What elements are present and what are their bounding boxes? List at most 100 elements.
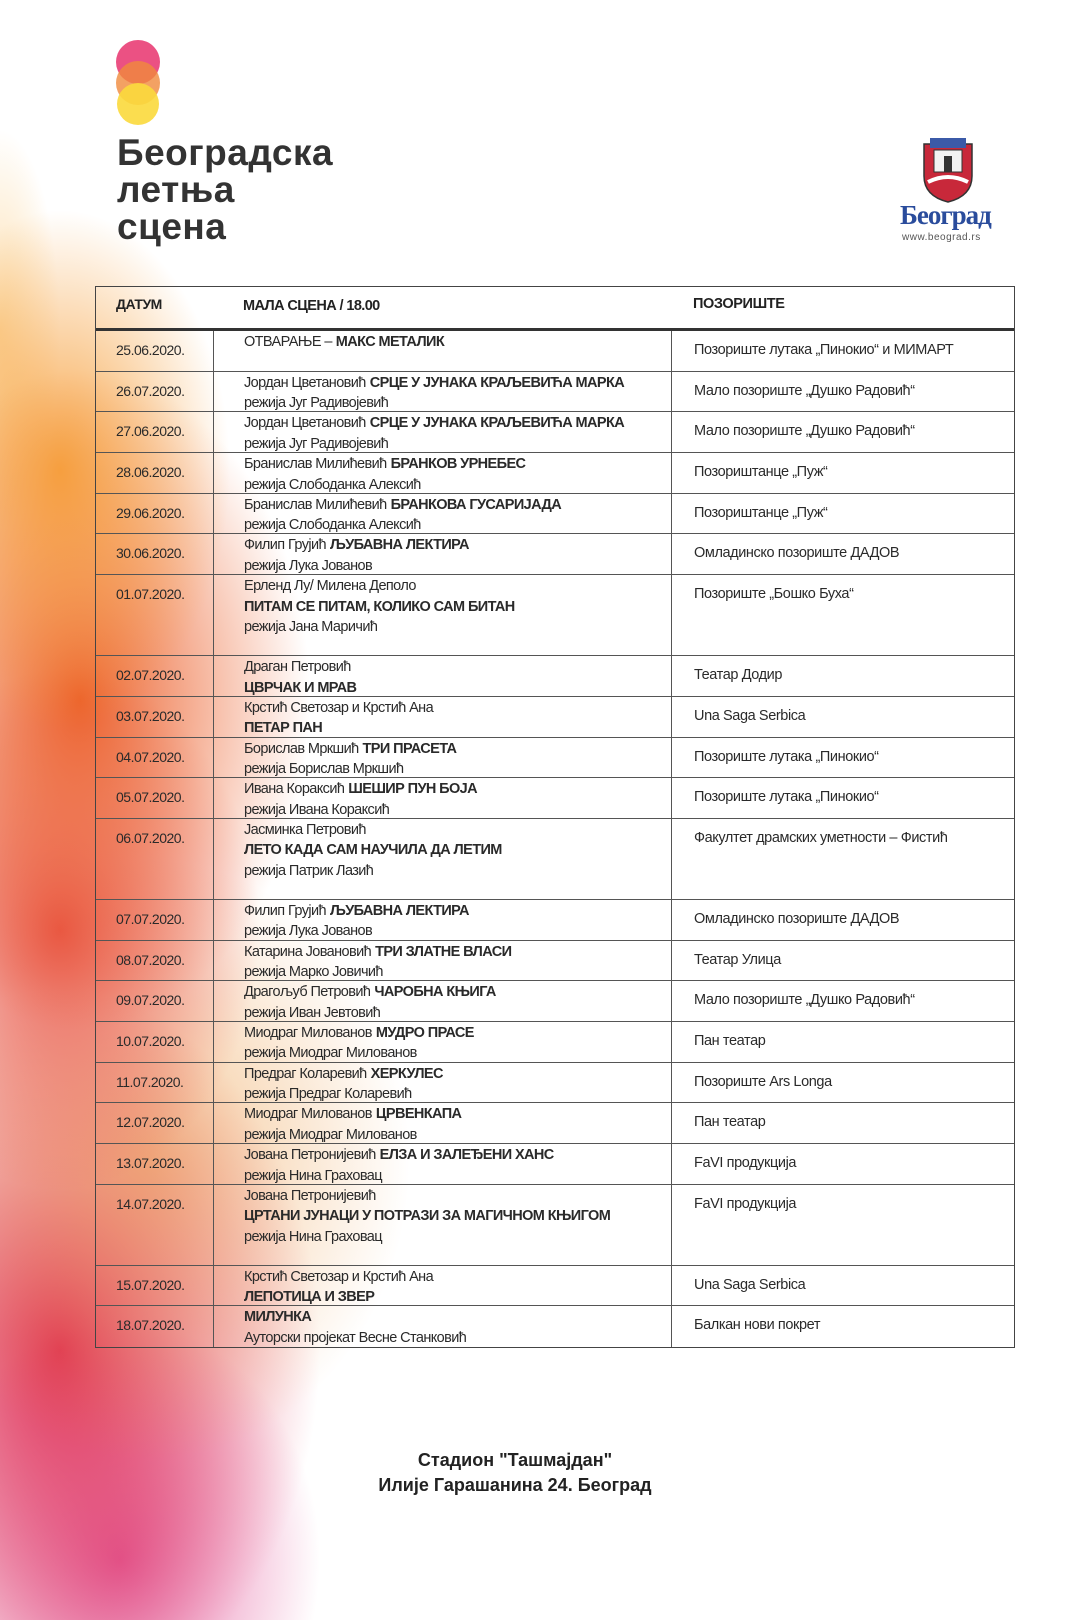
footer: Стадион "Ташмајдан" Илије Гарашанина 24.… bbox=[0, 1448, 1030, 1498]
program-line: ОТВАРАЊЕ – МАКС МЕТАЛИК bbox=[244, 332, 671, 353]
program-cell: Драгољуб Петровић ЧАРОБНА КЊИГА режија Ива… bbox=[213, 981, 671, 1021]
play-title: ПИТАМ СЕ ПИТАМ, КОЛИКО САМ БИТАН bbox=[244, 598, 515, 615]
date-cell: 10.07.2020. bbox=[116, 1032, 185, 1049]
program-line: режија Миодраг Милованов bbox=[244, 1043, 671, 1064]
theater-cell: Пан театар bbox=[671, 1021, 1014, 1062]
program-cell: Крстић Светозар и Крстић Ана ПЕТАР ПАН bbox=[213, 696, 671, 739]
date-cell: 14.07.2020. bbox=[116, 1195, 185, 1212]
table-row: 09.07.2020. Драгољуб Петровић ЧАРОБНА КЊИГ… bbox=[96, 981, 1014, 1022]
program-line: режија Југ Радивојевић bbox=[244, 434, 671, 455]
play-title: СРЦЕ У ЈУНАКА КРАЉЕВИЋА МАРКА bbox=[369, 415, 625, 432]
program-cell: Јована Петронијевић ЦРТАНИ ЈУНАЦИ У ПОТРА… bbox=[213, 1184, 671, 1265]
program-line: режија Нина Граховац bbox=[244, 1227, 671, 1248]
play-title: ЦРВЕНКАПА bbox=[375, 1106, 462, 1123]
program-line: Предраг Коларевић ХЕРКУЛЕС bbox=[244, 1064, 671, 1085]
credit-text: режија Југ Радивојевић bbox=[244, 435, 389, 452]
program-line: Јордан Цветановић СРЦЕ У ЈУНАКА КРАЉЕВИЋА… bbox=[244, 413, 671, 434]
date-cell: 04.07.2020. bbox=[116, 748, 185, 765]
credit-text: режија Миодраг Милованов bbox=[244, 1045, 417, 1062]
theater-cell: FaVI продукција bbox=[671, 1144, 1014, 1184]
theater-cell: Театар Улица bbox=[671, 940, 1014, 981]
program-line: Ауторски пројекат Весне Станковић bbox=[244, 1328, 671, 1349]
table-row: 26.07.2020. Јордан Цветановић СРЦЕ У ЈУНАК… bbox=[96, 371, 1014, 414]
credit-text: Ивана Кораксић bbox=[244, 781, 345, 798]
city-coat-of-arms bbox=[923, 138, 973, 203]
credit-text: режија Борислав Мркшић bbox=[244, 761, 404, 777]
program-line: ЛЕТО КАДА САМ НАУЧИЛА ДА ЛЕТИМ bbox=[244, 840, 671, 861]
program-line: ПЕТАР ПАН bbox=[244, 718, 671, 739]
credit-text: режија Марко Јовичић bbox=[244, 964, 383, 981]
credit-text: Крстић Светозар и Крстић Ана bbox=[244, 1268, 434, 1285]
program-cell: Филип Грујић ЉУБАВНА ЛЕКТИРА режија Лука Ј… bbox=[213, 534, 671, 575]
date-cell: 06.07.2020. bbox=[116, 829, 185, 846]
play-title: ЧАРОБНА КЊИГА bbox=[374, 984, 496, 1001]
play-title: ПЕТАР ПАН bbox=[244, 720, 323, 737]
play-title: СРЦЕ У ЈУНАКА КРАЉЕВИЋА МАРКА bbox=[369, 374, 625, 391]
program-line: Јована Петронијевић bbox=[244, 1186, 671, 1207]
program-line: Ерленд Лу/ Милена Деполо bbox=[244, 576, 671, 597]
date-cell: 27.06.2020. bbox=[116, 423, 185, 440]
theater-cell: Una Saga Serbica bbox=[671, 696, 1014, 737]
date-cell: 13.07.2020. bbox=[116, 1155, 185, 1171]
schedule-table: ДАТУМ МАЛА СЦЕНА / 18.00 ПОЗОРИШТЕ 25.06… bbox=[95, 286, 1015, 1349]
theater-cell: Позориште лутака „Пинокио“ bbox=[671, 778, 1014, 818]
credit-text: режија Патрик Лазић bbox=[244, 862, 374, 879]
program-line: Јована Петронијевић ЕЛЗА И ЗАЛЕЂЕНИ ХАНС bbox=[244, 1145, 671, 1166]
credit-text: Драгољуб Петровић bbox=[244, 984, 371, 1001]
credit-text: режија Слободанка Алексић bbox=[244, 517, 421, 534]
play-title: ЦРТАНИ ЈУНАЦИ У ПОТРАЗИ ЗА МАГИЧНОМ КЊИГ… bbox=[244, 1208, 611, 1225]
program-line: режија Јана Маричић bbox=[244, 617, 671, 638]
program-line: режија Борислав Мркшић bbox=[244, 759, 671, 780]
play-title: БРАНКОВ УРНЕБЕС bbox=[390, 456, 526, 473]
header-cell: МАЛА СЦЕНА / 18.00 bbox=[243, 298, 380, 314]
program-cell: Филип Грујић ЉУБАВНА ЛЕКТИРА режија Лука Ј… bbox=[213, 899, 671, 940]
date-cell: 05.07.2020. bbox=[116, 789, 185, 806]
program-line: режија Југ Радивојевић bbox=[244, 393, 671, 414]
header-cell: ДАТУМ bbox=[116, 296, 162, 312]
header-row: ДАТУМ МАЛА СЦЕНА / 18.00 ПОЗОРИШТЕ bbox=[96, 287, 1014, 331]
credit-text: Јасминка Петровић bbox=[244, 821, 366, 838]
program-line: Борислав Мркшић ТРИ ПРАСЕТА bbox=[244, 739, 671, 760]
table-row: 14.07.2020. Јована Петронијевић ЦРТАНИ ЈУН… bbox=[96, 1184, 1014, 1266]
program-line: Крстић Светозар и Крстић Ана bbox=[244, 698, 671, 719]
credit-text: Филип Грујић bbox=[244, 537, 327, 554]
venue: Стадион "Ташмајдан" bbox=[417, 1450, 613, 1470]
program-cell: Крстић Светозар и Крстић Ана ЛЕПОТИЦА И З… bbox=[213, 1265, 671, 1306]
title-line: летња bbox=[117, 169, 235, 210]
play-title: ТРИ ПРАСЕТА bbox=[362, 740, 457, 757]
theater-cell: Мало позориште „Душко Радовић“ bbox=[671, 981, 1014, 1021]
credit-text: Борислав Мркшић bbox=[244, 740, 359, 757]
date-cell: 07.07.2020. bbox=[116, 910, 185, 927]
credit-text: Миодраг Милованов bbox=[244, 1106, 372, 1123]
table-row: 29.06.2020. Бранислав Милићевић БРАНКОВА Г… bbox=[96, 493, 1014, 535]
credit-text: режија Нина Граховац bbox=[244, 1167, 383, 1184]
credit-text: Ерленд Лу/ Милена Деполо bbox=[244, 578, 416, 595]
date-cell: 11.07.2020. bbox=[116, 1073, 184, 1090]
theater-cell: Мало позориште „Душко Радовић“ bbox=[671, 371, 1014, 412]
program-cell: Ивана Кораксић ШЕШИР ПУН БОЈА режија Ивана… bbox=[213, 778, 671, 818]
table-row: 06.07.2020. Јасминка Петровић ЛЕТО КАДА СА… bbox=[96, 818, 1014, 900]
table-row: 18.07.2020. МИЛУНКА Ауторски пројекат Весн… bbox=[96, 1306, 1014, 1349]
credit-text: Јордан Цветановић bbox=[244, 415, 366, 432]
credit-text: Филип Грујић bbox=[244, 902, 327, 919]
play-title: МАКС МЕТАЛИК bbox=[335, 334, 445, 350]
program-line: Катарина Јовановић ТРИ ЗЛАТНЕ ВЛАСИ bbox=[244, 942, 671, 963]
table-row: 01.07.2020. Ерленд Лу/ Милена Деполо ПИТАМ… bbox=[96, 575, 1014, 657]
program-line: режија Предраг Коларевић bbox=[244, 1084, 671, 1105]
theater-cell: Пан театар bbox=[671, 1103, 1014, 1143]
header-cell: ПОЗОРИШТЕ bbox=[693, 296, 785, 312]
date-cell: 18.07.2020. bbox=[116, 1317, 185, 1334]
festival-logo bbox=[116, 40, 160, 125]
date-cell: 25.06.2020. bbox=[116, 342, 185, 358]
credit-text: Бранислав Милићевић bbox=[244, 496, 387, 513]
date-cell: 12.07.2020. bbox=[116, 1114, 185, 1131]
program-line: Драгољуб Петровић ЧАРОБНА КЊИГА bbox=[244, 982, 671, 1003]
table-row: 13.07.2020. Јована Петронијевић ЕЛЗА И ЗАЛ… bbox=[96, 1144, 1014, 1185]
program-line: Филип Грујић ЉУБАВНА ЛЕКТИРА bbox=[244, 901, 671, 922]
program-cell: МИЛУНКА Ауторски пројекат Весне Станковић bbox=[213, 1306, 671, 1349]
credit-text: Ауторски пројекат Весне Станковић bbox=[244, 1329, 467, 1346]
credit-text: режија Предраг Коларевић bbox=[244, 1086, 412, 1103]
program-line: Јордан Цветановић СРЦЕ У ЈУНАКА КРАЉЕВИЋА… bbox=[244, 373, 671, 394]
program-cell: Бранислав Милићевић БРАНКОВ УРНЕБЕС режија… bbox=[213, 453, 671, 493]
